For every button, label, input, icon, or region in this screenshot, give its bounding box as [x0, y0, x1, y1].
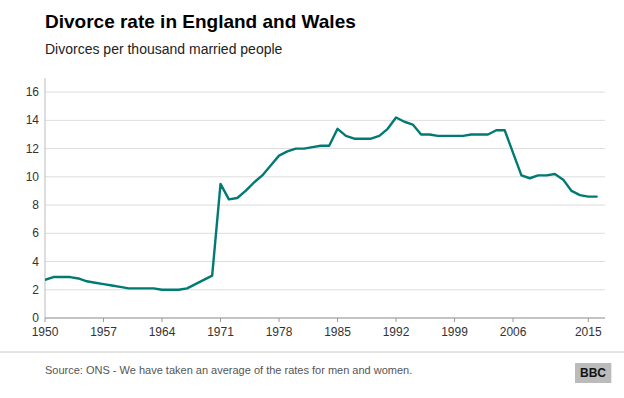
subtitle: Divorces per thousand married people	[45, 41, 283, 57]
x-tick	[162, 318, 163, 322]
y-axis-line	[45, 78, 46, 318]
x-tick	[337, 318, 338, 322]
y-tick-label: 12	[26, 142, 40, 156]
x-tick	[396, 318, 397, 322]
grid-line	[45, 318, 605, 319]
y-tick-label: 0	[32, 311, 39, 325]
x-tick	[588, 318, 589, 322]
x-tick-label: 1971	[207, 325, 234, 339]
x-tick	[454, 318, 455, 322]
x-tick-label: 2006	[500, 325, 527, 339]
x-tick	[103, 318, 104, 322]
brand-box	[575, 363, 611, 383]
y-tick-label: 6	[32, 226, 39, 240]
x-tick-label: 1950	[32, 325, 59, 339]
x-tick-label: 1964	[149, 325, 176, 339]
y-tick-label: 2	[32, 283, 39, 297]
y-tick-label: 10	[26, 170, 40, 184]
grid-line	[45, 120, 605, 121]
plot-area	[45, 118, 597, 290]
x-tick	[513, 318, 514, 322]
x-tick	[279, 318, 280, 322]
grid-line	[45, 233, 605, 234]
title: Divorce rate in England and Wales	[45, 11, 356, 32]
grid	[45, 92, 605, 318]
x-tick	[45, 318, 46, 322]
y-tick-label: 4	[32, 255, 39, 269]
separator	[0, 352, 624, 353]
grid-line	[45, 205, 605, 206]
brand-label: BBC	[575, 363, 611, 383]
x-tick-label: 1985	[324, 325, 351, 339]
y-tick-label: 14	[26, 113, 40, 127]
data-line	[45, 118, 597, 290]
y-tick-label: 16	[26, 85, 40, 99]
chart: Divorce rate in England and Wales Divorce…	[0, 0, 624, 398]
x-tick-label: 2015	[575, 325, 602, 339]
x-tick-label: 1957	[90, 325, 117, 339]
x-axis-line	[45, 318, 605, 319]
y-tick-label: 8	[32, 198, 39, 212]
source: Source: ONS - We have taken an average o…	[45, 364, 412, 376]
annotation: BBC	[580, 366, 606, 380]
grid-line	[45, 148, 605, 149]
x-tick-label: 1978	[266, 325, 293, 339]
x-tick-label: 1992	[383, 325, 410, 339]
x-tick	[220, 318, 221, 322]
grid-line	[45, 92, 605, 93]
x-tick-label: 1999	[441, 325, 468, 339]
grid-line	[45, 261, 605, 262]
